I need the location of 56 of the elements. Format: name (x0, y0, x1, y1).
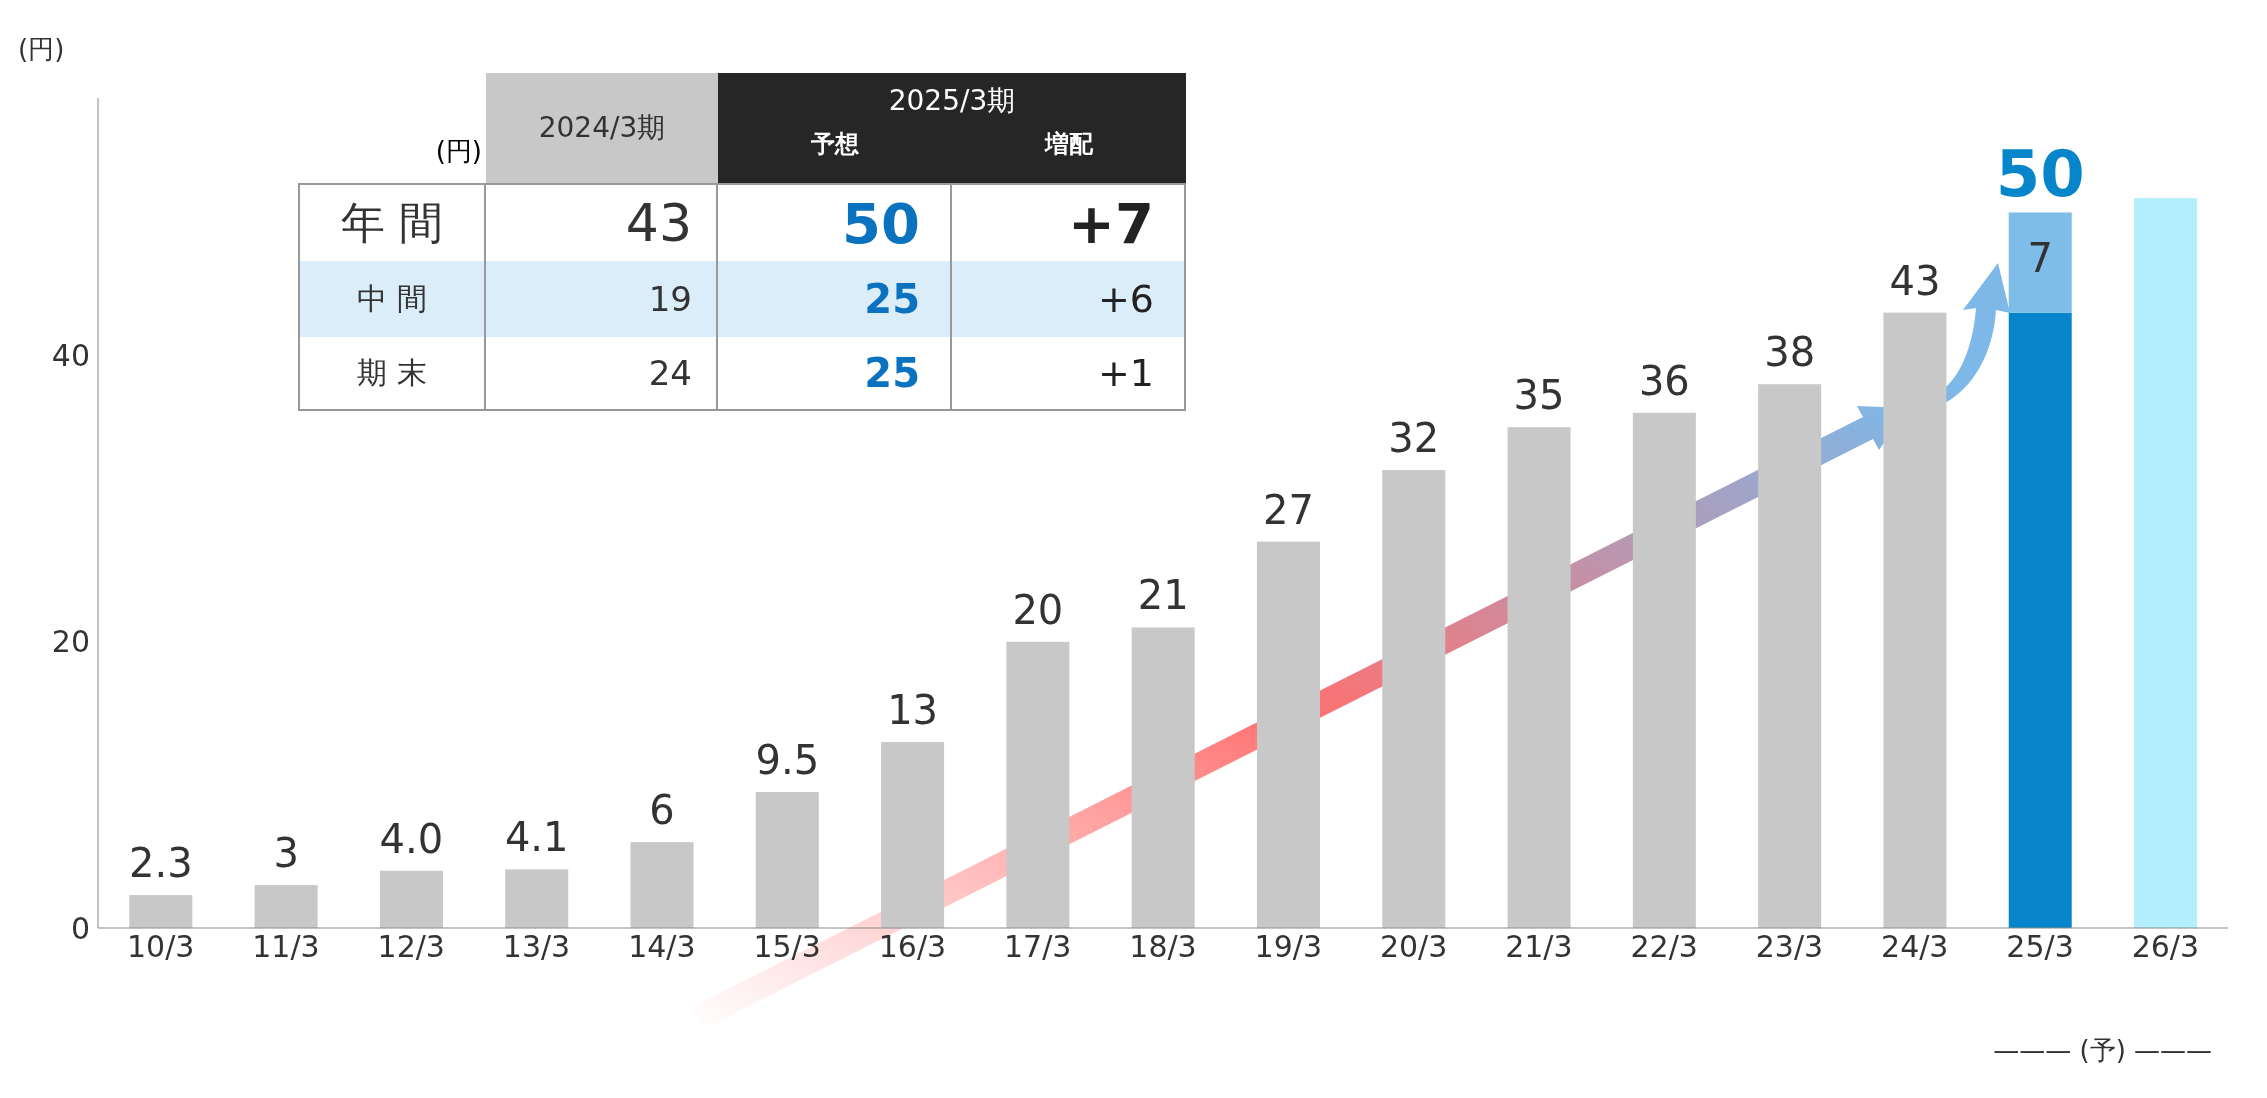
x-tick-label: 21/3 (1505, 929, 1573, 965)
x-tick-label: 12/3 (377, 929, 445, 965)
x-tick-label: 18/3 (1129, 929, 1197, 965)
y-tick-label: 40 (51, 338, 90, 374)
data-label: 32 (1388, 415, 1440, 462)
annotation: 25 (718, 337, 952, 409)
data-label: 13 (887, 686, 939, 733)
x-tick-label: 19/3 (1254, 929, 1322, 965)
x-tick-label: 15/3 (753, 929, 821, 965)
data-label: 21 (1137, 572, 1189, 619)
data-label: 20 (1012, 586, 1064, 633)
annotation: 予想 (810, 129, 860, 160)
x-tick-label: 13/3 (502, 929, 571, 965)
annotation: 増配 (1043, 129, 1094, 160)
x-tick-label: 24/3 (1881, 929, 1949, 965)
x-tick-label: 26/3 (2131, 929, 2200, 965)
annotation: 2025/3期 (887, 82, 1017, 119)
y-tick-label: 0 (70, 910, 90, 946)
annotation: 25 (718, 261, 952, 337)
data-label: 9.5 (755, 737, 820, 784)
y-axis-title: (円) (18, 33, 65, 66)
data-label: 4.0 (379, 815, 444, 862)
data-label: 35 (1513, 372, 1565, 419)
annotation: +1 (1096, 350, 1155, 397)
annotation: 期 末 (300, 337, 486, 409)
annotation: 年 間 (300, 185, 486, 261)
annotation: 50 (718, 185, 952, 261)
annotation: 2024/3期 (486, 73, 718, 183)
annotation: +7 (1067, 189, 1155, 258)
annotation: +6 (1096, 276, 1155, 323)
y-tick-label: 20 (51, 624, 90, 660)
data-label: 36 (1638, 357, 1690, 404)
annotation: 24 (486, 337, 718, 409)
annotation: 43 (486, 185, 718, 261)
annotation: 中 間 (300, 261, 486, 337)
x-tick-label: 16/3 (878, 929, 947, 965)
x-tick-label: 10/3 (126, 929, 195, 965)
data-label: 6 (649, 787, 675, 834)
annotation: (円) (434, 135, 483, 168)
data-label: 7 (2027, 235, 2053, 282)
data-label: 43 (1889, 257, 1941, 304)
x-tick-label: 22/3 (1630, 929, 1698, 965)
data-label: 2.3 (129, 840, 193, 887)
annotation: 19 (486, 261, 718, 337)
data-label: 27 (1263, 486, 1314, 533)
x-tick-label: 14/3 (628, 929, 696, 965)
x-tick-label: 11/3 (252, 929, 320, 965)
x-tick-label: 25/3 (2006, 929, 2074, 965)
x-tick-label: 23/3 (1755, 929, 1824, 965)
x-tick-label: 20/3 (1379, 929, 1448, 965)
total-label: 50 (1995, 137, 2085, 212)
data-label: 4.1 (504, 814, 569, 861)
text: ——— (予) ——— (1992, 1034, 2214, 1067)
data-label: 3 (273, 830, 299, 877)
x-tick-label: 17/3 (1004, 929, 1072, 965)
data-label: 38 (1764, 329, 1816, 376)
